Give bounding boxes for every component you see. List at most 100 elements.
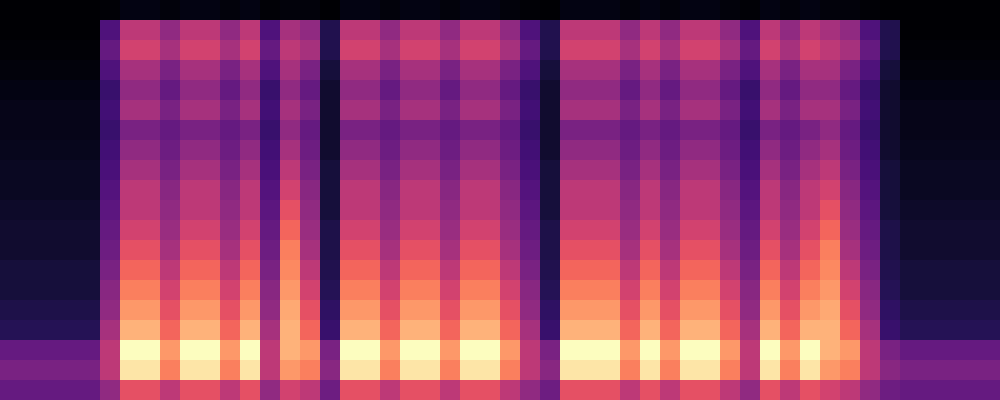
cell bbox=[60, 380, 81, 400]
cell bbox=[560, 80, 581, 101]
cell bbox=[700, 140, 721, 161]
cell bbox=[740, 0, 761, 21]
cell bbox=[140, 380, 161, 400]
cell bbox=[640, 280, 661, 301]
cell bbox=[200, 340, 221, 361]
cell bbox=[840, 280, 861, 301]
cell bbox=[760, 240, 781, 261]
cell bbox=[800, 340, 821, 361]
cell bbox=[540, 340, 561, 361]
cell bbox=[20, 240, 41, 261]
cell bbox=[860, 140, 881, 161]
cell bbox=[60, 40, 81, 61]
cell bbox=[800, 140, 821, 161]
cell bbox=[0, 340, 21, 361]
cell bbox=[400, 340, 421, 361]
cell bbox=[500, 320, 521, 341]
cell bbox=[420, 120, 441, 141]
cell bbox=[260, 160, 281, 181]
cell bbox=[720, 320, 741, 341]
cell bbox=[140, 240, 161, 261]
cell bbox=[580, 220, 601, 241]
cell bbox=[280, 100, 301, 121]
cell bbox=[40, 20, 61, 41]
cell bbox=[100, 100, 121, 121]
cell bbox=[700, 240, 721, 261]
cell bbox=[840, 240, 861, 261]
cell bbox=[80, 260, 101, 281]
cell bbox=[980, 240, 1000, 261]
cell bbox=[820, 160, 841, 181]
cell bbox=[440, 240, 461, 261]
cell bbox=[0, 120, 21, 141]
cell bbox=[140, 300, 161, 321]
cell bbox=[580, 160, 601, 181]
cell bbox=[800, 280, 821, 301]
cell bbox=[20, 200, 41, 221]
cell bbox=[360, 0, 381, 21]
cell bbox=[600, 40, 621, 61]
cell bbox=[920, 380, 941, 400]
cell bbox=[40, 160, 61, 181]
cell bbox=[180, 100, 201, 121]
cell bbox=[20, 320, 41, 341]
cell bbox=[720, 0, 741, 21]
cell bbox=[260, 100, 281, 121]
cell bbox=[740, 20, 761, 41]
cell bbox=[520, 360, 541, 381]
cell bbox=[780, 320, 801, 341]
cell bbox=[340, 20, 361, 41]
cell bbox=[920, 60, 941, 81]
cell bbox=[300, 180, 321, 201]
cell bbox=[420, 240, 441, 261]
cell bbox=[820, 100, 841, 121]
cell bbox=[460, 100, 481, 121]
cell bbox=[580, 120, 601, 141]
cell bbox=[940, 280, 961, 301]
cell bbox=[440, 260, 461, 281]
cell bbox=[640, 180, 661, 201]
cell bbox=[160, 160, 181, 181]
cell bbox=[980, 340, 1000, 361]
cell bbox=[720, 100, 741, 121]
cell bbox=[540, 120, 561, 141]
cell bbox=[160, 340, 181, 361]
cell bbox=[680, 180, 701, 201]
cell bbox=[880, 120, 901, 141]
cell bbox=[840, 340, 861, 361]
cell bbox=[520, 220, 541, 241]
cell bbox=[160, 40, 181, 61]
cell bbox=[20, 380, 41, 400]
cell bbox=[600, 60, 621, 81]
cell bbox=[280, 380, 301, 400]
cell bbox=[460, 40, 481, 61]
cell bbox=[280, 200, 301, 221]
cell bbox=[320, 60, 341, 81]
cell bbox=[200, 280, 221, 301]
cell bbox=[80, 280, 101, 301]
cell bbox=[840, 360, 861, 381]
cell bbox=[160, 60, 181, 81]
cell bbox=[140, 320, 161, 341]
cell bbox=[80, 340, 101, 361]
cell bbox=[300, 320, 321, 341]
cell bbox=[880, 160, 901, 181]
cell bbox=[640, 0, 661, 21]
cell bbox=[800, 260, 821, 281]
cell bbox=[240, 380, 261, 400]
cell bbox=[940, 320, 961, 341]
cell bbox=[980, 320, 1000, 341]
cell bbox=[60, 220, 81, 241]
cell bbox=[300, 300, 321, 321]
cell bbox=[0, 180, 21, 201]
cell bbox=[760, 180, 781, 201]
cell bbox=[600, 20, 621, 41]
cell bbox=[280, 60, 301, 81]
cell bbox=[480, 120, 501, 141]
cell bbox=[780, 340, 801, 361]
cell bbox=[660, 360, 681, 381]
cell bbox=[780, 260, 801, 281]
cell bbox=[80, 40, 101, 61]
cell bbox=[20, 280, 41, 301]
cell bbox=[520, 20, 541, 41]
